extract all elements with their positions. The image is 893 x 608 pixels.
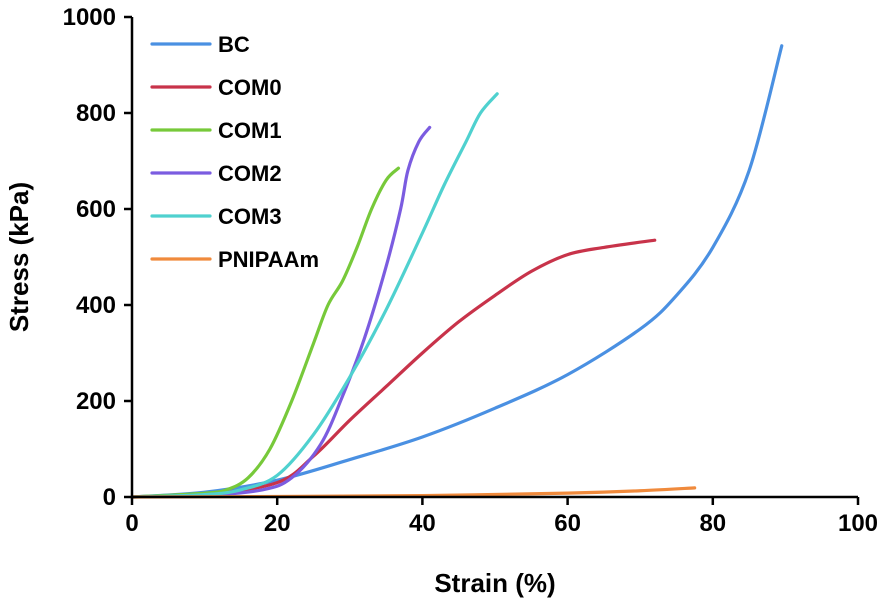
legend-label-com3: COM3 bbox=[218, 204, 282, 229]
legend-label-pnipaam: PNIPAAm bbox=[218, 247, 319, 272]
y-tick-label: 1000 bbox=[63, 4, 116, 31]
series-line-com0 bbox=[130, 238, 657, 499]
x-tick-label: 0 bbox=[125, 510, 138, 537]
y-tick-label: 200 bbox=[76, 388, 116, 415]
x-tick-label: 80 bbox=[699, 510, 726, 537]
y-tick-label: 0 bbox=[103, 484, 116, 511]
x-axis-title: Strain (%) bbox=[434, 568, 555, 598]
y-tick-label: 400 bbox=[76, 292, 116, 319]
series-line-bc bbox=[130, 44, 784, 499]
legend-label-bc: BC bbox=[218, 32, 250, 57]
legend-label-com2: COM2 bbox=[218, 161, 282, 186]
y-axis-title: Stress (kPa) bbox=[4, 182, 34, 332]
x-tick-label: 40 bbox=[409, 510, 436, 537]
y-tick-label: 800 bbox=[76, 100, 116, 127]
axes bbox=[130, 17, 858, 499]
x-tick-label: 20 bbox=[264, 510, 291, 537]
series-line-com1 bbox=[130, 166, 401, 499]
x-tick-label: 60 bbox=[554, 510, 581, 537]
y-tick-label: 600 bbox=[76, 196, 116, 223]
legend-label-com0: COM0 bbox=[218, 75, 282, 100]
series-line-com3 bbox=[130, 92, 499, 499]
legend: BC COM0 COM1 COM2 COM3 PNIPAAm bbox=[150, 32, 319, 272]
legend-label-com1: COM1 bbox=[218, 118, 282, 143]
x-tick-label: 100 bbox=[838, 510, 878, 537]
